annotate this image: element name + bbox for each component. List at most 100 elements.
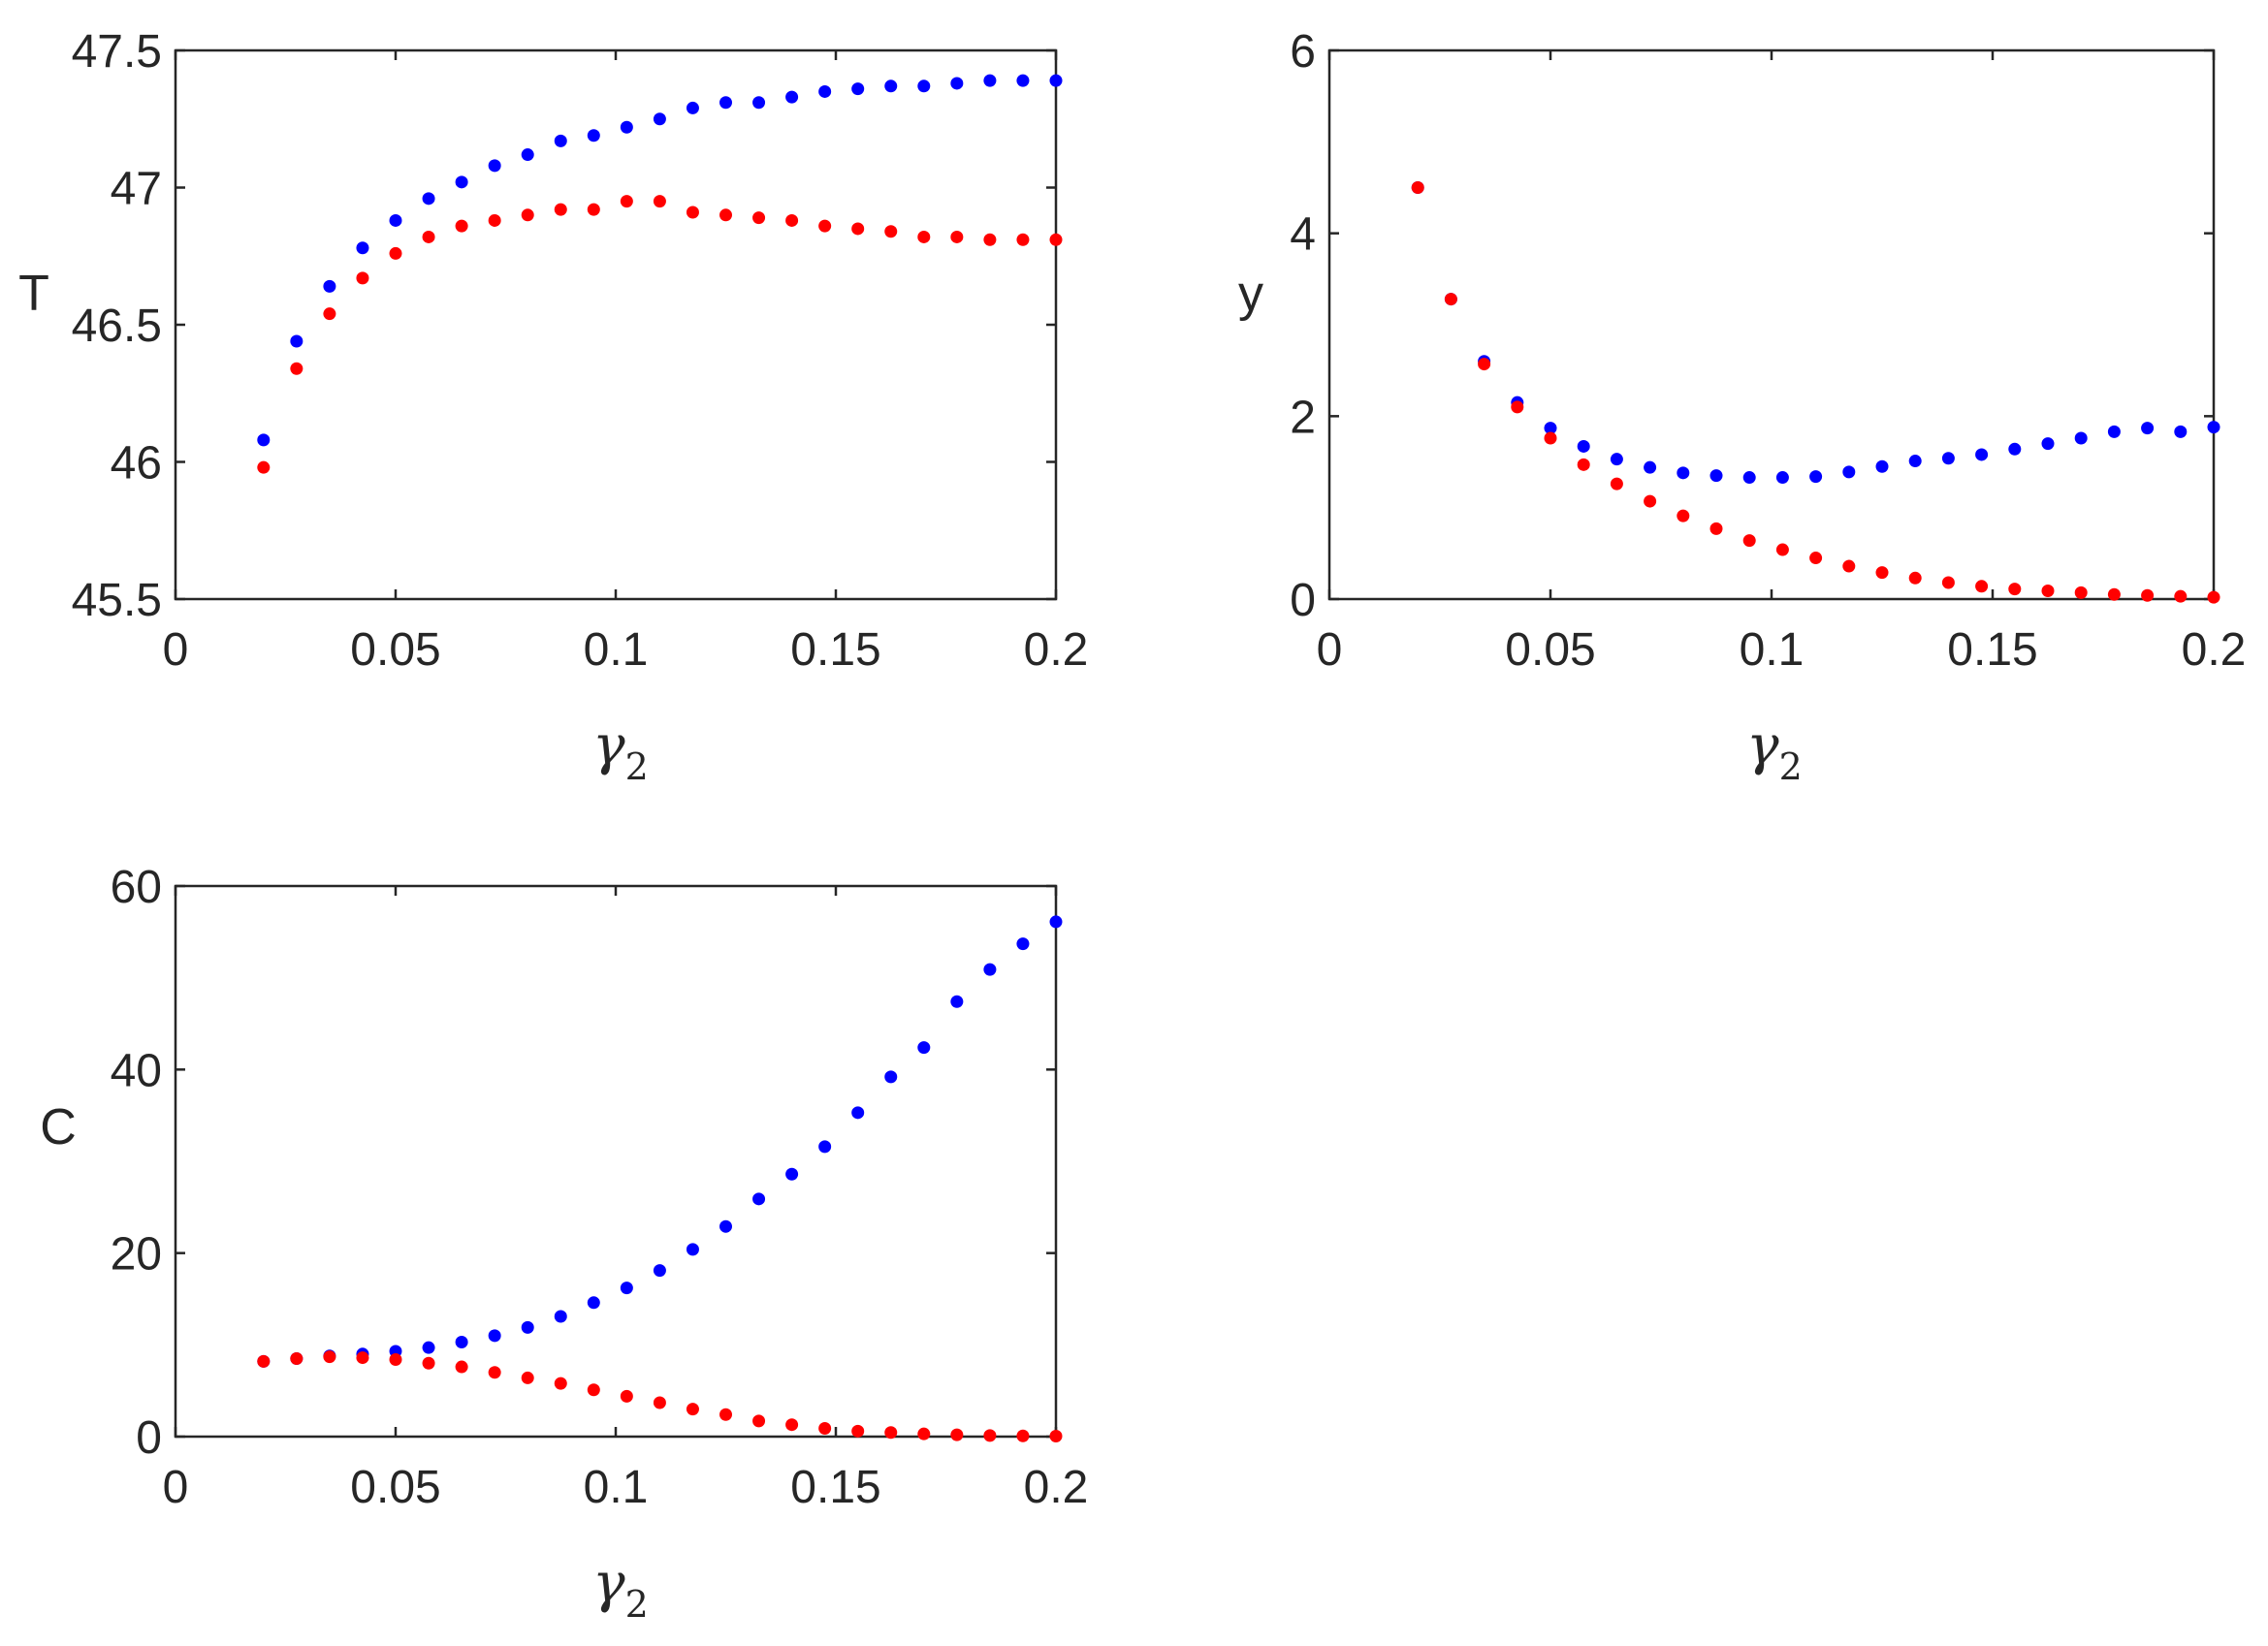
- x-tick-label: 0.2: [2182, 624, 2247, 676]
- data-point: [1444, 293, 1457, 306]
- data-point: [653, 1396, 666, 1409]
- data-point: [1544, 431, 1557, 445]
- panel-T: 0 0.05 0.1 0.15 0.2 45.5 46 46.5 47 47.5 Tγ2: [18, 26, 1088, 788]
- data-point: [1677, 509, 1690, 522]
- data-point: [719, 208, 732, 222]
- data-point: [422, 230, 435, 243]
- y-tick-label: 47.5: [72, 26, 162, 78]
- data-point: [323, 1350, 336, 1364]
- data-point: [521, 148, 534, 162]
- data-point: [356, 1351, 369, 1365]
- data-point: [1875, 459, 1889, 473]
- data-point: [1511, 400, 1524, 414]
- data-point: [983, 233, 997, 246]
- data-point: [620, 120, 633, 134]
- y-tick-label: 60: [111, 862, 162, 913]
- data-point: [1775, 471, 1789, 485]
- data-point: [1644, 494, 1657, 508]
- data-point: [752, 211, 766, 225]
- data-point: [983, 74, 997, 87]
- y-tick-label: 6: [1290, 26, 1316, 78]
- x-tick-label: 0.2: [1024, 624, 1089, 676]
- y-axis-label: y: [1238, 266, 1263, 322]
- data-point: [422, 1341, 435, 1354]
- x-tick-label: 0: [1317, 624, 1343, 676]
- data-point: [488, 1329, 501, 1343]
- data-point: [521, 1320, 534, 1334]
- data-point: [1677, 466, 1690, 480]
- series-red: [257, 195, 1063, 474]
- data-point: [521, 1371, 534, 1384]
- data-point: [587, 129, 600, 142]
- data-point: [686, 206, 699, 219]
- data-point: [2041, 437, 2055, 451]
- data-point: [554, 1377, 567, 1390]
- data-point: [917, 1041, 931, 1055]
- data-point: [884, 79, 898, 93]
- data-point: [2107, 587, 2121, 601]
- data-point: [1478, 358, 1491, 371]
- x-tick-label: 0.15: [790, 1462, 880, 1513]
- data-point: [1049, 233, 1063, 246]
- data-point: [1049, 74, 1063, 87]
- data-point: [1049, 1430, 1063, 1443]
- x-tick-label: 0.1: [584, 1462, 649, 1513]
- data-point: [686, 1403, 699, 1416]
- x-tick-label: 0.1: [1740, 624, 1805, 676]
- data-point: [554, 134, 567, 147]
- data-point: [719, 1408, 732, 1421]
- data-point: [1908, 571, 1922, 585]
- x-axis-label-subscript: 2: [625, 1583, 649, 1626]
- data-point: [719, 96, 732, 110]
- data-point: [1775, 543, 1789, 556]
- data-point: [2074, 431, 2088, 445]
- data-point: [455, 219, 468, 233]
- data-point: [752, 1414, 766, 1428]
- plot-area-frame: [1327, 48, 2216, 601]
- panel-C: 0 0.05 0.1 0.15 0.2 0 20 40 60 Cγ2: [40, 862, 1088, 1626]
- data-point: [2008, 442, 2022, 456]
- data-point: [1577, 439, 1590, 453]
- data-point: [356, 241, 369, 255]
- y-axis-label: T: [18, 266, 49, 322]
- x-axis-label-subscript: 2: [1779, 745, 1803, 788]
- data-point: [356, 271, 369, 285]
- data-point: [554, 203, 567, 216]
- y-tick-label: 47: [111, 164, 162, 215]
- data-point: [389, 246, 402, 260]
- data-point: [2174, 589, 2188, 603]
- x-tick-label: 0.15: [1947, 624, 2037, 676]
- data-point: [686, 101, 699, 114]
- data-point: [422, 1356, 435, 1370]
- x-axis-label-symbol: γ: [592, 1552, 625, 1615]
- y-tick-label: 4: [1290, 209, 1316, 261]
- data-point: [1610, 477, 1623, 491]
- data-point: [653, 1264, 666, 1278]
- data-point: [389, 1352, 402, 1366]
- data-point: [686, 1243, 699, 1256]
- x-axis-label-symbol: γ: [1746, 714, 1779, 777]
- data-point: [1941, 452, 1955, 465]
- x-tick-label: 0: [163, 624, 189, 676]
- data-point: [1544, 422, 1557, 435]
- data-point: [1049, 915, 1063, 929]
- data-point: [1016, 937, 1030, 951]
- x-axis-label: γ2: [1746, 714, 1803, 788]
- data-point: [2041, 585, 2055, 598]
- x-tick-label: 0.05: [350, 624, 440, 676]
- x-axis-label-subscript: 2: [625, 745, 649, 788]
- data-point: [950, 230, 964, 243]
- series-blue: [1411, 181, 2220, 485]
- data-point: [257, 1354, 271, 1368]
- data-point: [521, 208, 534, 222]
- data-point: [1610, 453, 1623, 466]
- data-point: [917, 1427, 931, 1440]
- data-point: [950, 1428, 964, 1441]
- data-point: [1809, 552, 1823, 565]
- data-point: [587, 203, 600, 216]
- y-tick-label: 40: [111, 1045, 162, 1096]
- y-tick-label: 45.5: [72, 575, 162, 626]
- data-point: [257, 460, 271, 474]
- y-tick-label: 20: [111, 1229, 162, 1281]
